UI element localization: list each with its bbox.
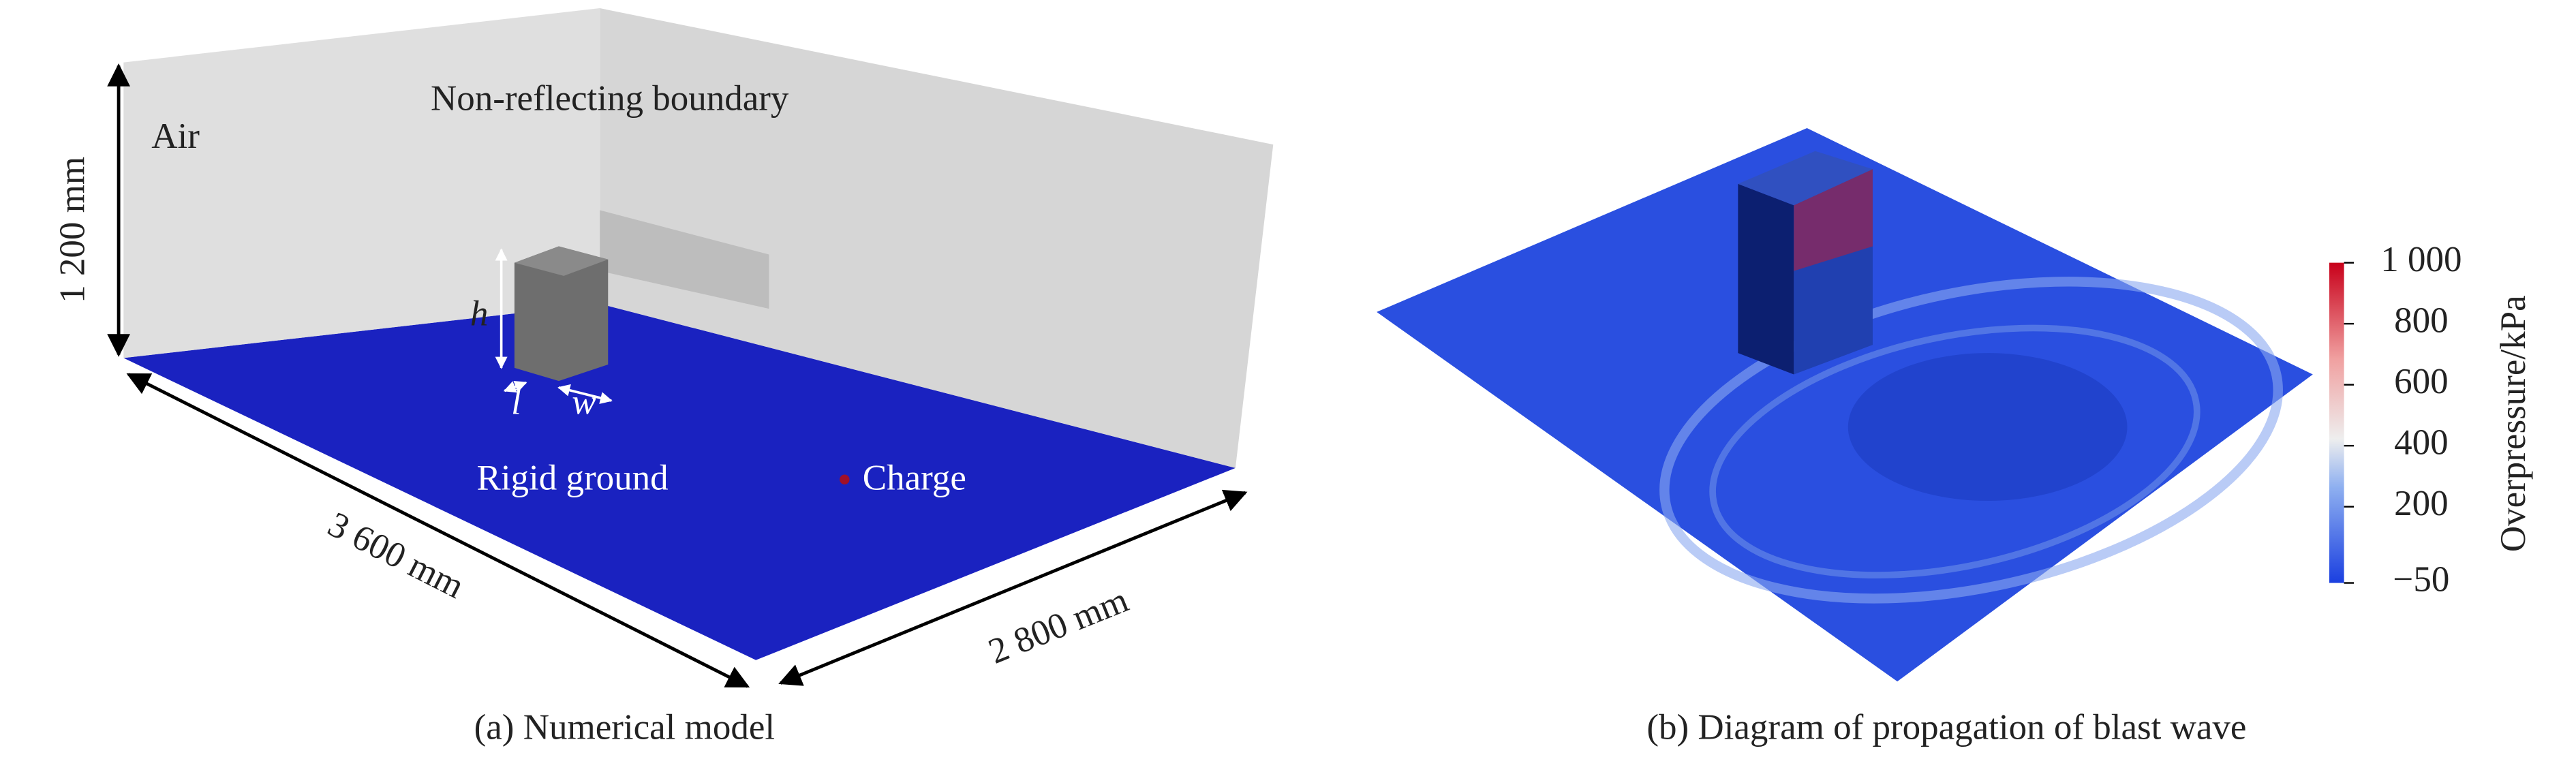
colorbar-label: Overpressure/kPa — [2494, 295, 2533, 552]
label: Charge — [863, 458, 966, 497]
charge — [840, 474, 850, 484]
building-top — [1738, 151, 1873, 206]
wave-front — [1659, 277, 2283, 604]
dim-arrow — [126, 373, 750, 688]
tick-label: 400 — [2394, 422, 2449, 462]
blast-wave: 1 000 800 600 400 200 −50 Overpressure/kPa (b… — [1377, 127, 2533, 747]
tick-label: 200 — [2394, 484, 2449, 523]
colorbar — [2329, 262, 2344, 583]
wave-core — [1847, 353, 2128, 501]
tick-label: 600 — [2394, 362, 2449, 401]
label: Air — [151, 117, 200, 156]
colorbar-ticks: 1 000 800 600 400 200 −50 — [2344, 240, 2462, 600]
building-top — [514, 246, 609, 276]
label: 2 800 mm — [983, 580, 1134, 671]
building — [514, 246, 609, 382]
label: 3 600 mm — [322, 504, 470, 606]
numerical-model: Air Non-reflecting boundary 1 200 mm h l… — [53, 8, 1274, 747]
tick-label: 1 000 — [2380, 240, 2462, 279]
label: l — [511, 382, 521, 422]
building-pressure — [1794, 169, 1873, 271]
caption: (a) Numerical model — [474, 708, 775, 747]
dim-arrow — [778, 489, 1248, 686]
label: Rigid ground — [476, 458, 668, 497]
ground-plane — [1377, 127, 2313, 682]
tick-label: −50 — [2393, 560, 2449, 600]
tick-label: 800 — [2394, 300, 2449, 340]
wall — [600, 8, 1274, 468]
label: w — [572, 382, 596, 422]
label: 1 200 mm — [53, 157, 93, 303]
label: Non-reflecting boundary — [431, 79, 789, 119]
wall-shadow — [600, 210, 769, 309]
wave-front — [1709, 324, 2201, 578]
wall — [123, 8, 600, 358]
building — [1738, 183, 1794, 375]
label: h — [470, 294, 489, 333]
caption: (b) Diagram of propagation of blast wave — [1646, 708, 2246, 747]
